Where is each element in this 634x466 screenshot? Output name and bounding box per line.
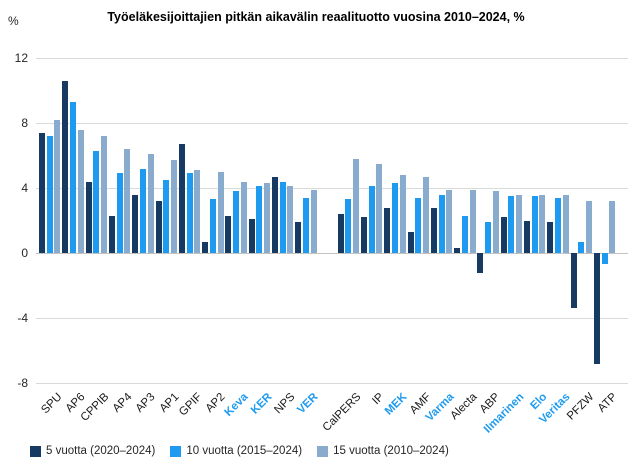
gridline (36, 317, 628, 319)
bar-ip-series2 (368, 186, 375, 253)
bar-abp-series2 (485, 222, 492, 253)
bar-pfzw-series3 (586, 201, 592, 253)
bar-ap4-series3 (124, 149, 131, 253)
chart-title: Työeläkesijoittajien pitkän aikavälin re… (107, 10, 525, 24)
bar-ap1-series2 (163, 179, 170, 253)
bar-abp-series1 (477, 253, 484, 273)
legend-label: 5 vuotta (2020–2024) (46, 445, 156, 457)
bar-ap1-series1 (155, 201, 162, 253)
bar-varma-series2 (438, 194, 445, 253)
gridline (36, 187, 628, 189)
bar-mek-series2 (391, 183, 398, 253)
legend: 5 vuotta (2020–2024) 10 vuotta (2015–2024… (30, 445, 449, 457)
gridline (36, 382, 628, 384)
bar-keva-series2 (233, 191, 240, 253)
bar-alecta-series1 (454, 248, 461, 253)
y-axis-tick-label: -8 (17, 376, 28, 390)
bar-ap6-series2 (70, 101, 76, 253)
legend-label: 15 vuotta (2010–2024) (333, 445, 449, 457)
bar-amf-series1 (407, 231, 414, 253)
bar-gpif-series2 (186, 173, 193, 253)
bar-alecta-series3 (469, 189, 476, 253)
bar-ver-series2 (303, 197, 309, 253)
bar-ker-series1 (248, 218, 255, 253)
bar-keva-series3 (240, 181, 247, 253)
bar-ap2-series2 (209, 199, 216, 253)
legend-item: 15 vuotta (2010–2024) (317, 445, 449, 457)
bar-spu-series3 (54, 119, 61, 253)
bar-atp-series2 (601, 253, 608, 265)
bar-ap6-series1 (62, 80, 69, 253)
bar-ip-series1 (360, 217, 367, 253)
bar-ker-series3 (264, 183, 271, 253)
bar-nps-series2 (279, 181, 286, 253)
bar-ap2-series1 (202, 241, 209, 253)
bar-veritas-series2 (555, 197, 561, 253)
bar-cppib-series1 (85, 181, 92, 253)
bar-abp-series3 (492, 191, 499, 253)
bar-varma-series3 (446, 189, 453, 253)
y-axis-tick-label: 12 (14, 51, 28, 65)
bar-atp-series3 (609, 201, 616, 253)
bar-spu-series1 (39, 132, 45, 253)
y-axis-tick-label: 0 (21, 246, 28, 260)
bar-varma-series1 (430, 207, 437, 253)
bar-elo-series2 (531, 196, 538, 253)
legend-label: 10 vuotta (2015–2024) (186, 445, 303, 457)
bar-ap3-series2 (139, 168, 146, 253)
bar-gpif-series1 (178, 144, 185, 253)
bar-nps-series3 (287, 186, 294, 253)
bar-keva-series1 (225, 215, 232, 253)
bar-elo-series3 (539, 194, 546, 253)
bar-veritas-series1 (547, 222, 554, 253)
bar-cppib-series2 (93, 150, 100, 253)
y-axis-tick-label: 4 (21, 181, 28, 195)
bar-ip-series3 (376, 163, 383, 253)
bar-mek-series1 (384, 207, 391, 253)
bar-pfzw-series1 (570, 253, 577, 309)
bar-mek-series3 (399, 175, 406, 253)
gridline (36, 122, 628, 124)
bar-ap6-series3 (77, 129, 84, 253)
bar-cppib-series3 (101, 136, 107, 253)
legend-swatch-icon (170, 445, 182, 457)
bar-pfzw-series2 (578, 241, 585, 253)
y-axis-tick-label: -4 (17, 311, 28, 325)
plot-area (36, 57, 628, 384)
bar-ap3-series1 (132, 194, 139, 253)
bar-ap3-series3 (147, 153, 154, 253)
bar-ilmarinen-series3 (516, 194, 523, 253)
bar-ap4-series2 (116, 173, 123, 253)
bar-ver-series1 (295, 222, 302, 253)
y-axis-tick-label: 8 (21, 116, 28, 130)
gridline (36, 57, 628, 59)
gridline (36, 252, 628, 254)
bar-ap4-series1 (108, 215, 115, 253)
bar-gpif-series3 (194, 170, 201, 253)
bar-ver-series3 (310, 189, 317, 253)
bar-atp-series1 (593, 253, 600, 364)
bar-amf-series2 (415, 197, 422, 253)
bar-calpers-series3 (353, 158, 359, 253)
bar-spu-series2 (46, 136, 53, 253)
bar-calpers-series2 (345, 199, 352, 253)
legend-item: 10 vuotta (2015–2024) (170, 445, 302, 457)
bar-ker-series2 (256, 186, 263, 253)
legend-item: 5 vuotta (2020–2024) (30, 445, 155, 457)
bar-ap1-series3 (170, 160, 177, 253)
legend-swatch-icon (30, 445, 41, 457)
legend-swatch-icon (317, 445, 329, 457)
bar-calpers-series1 (337, 214, 344, 253)
bar-ilmarinen-series1 (500, 217, 507, 253)
bar-elo-series1 (524, 220, 530, 253)
bar-alecta-series2 (461, 215, 468, 253)
bar-ilmarinen-series2 (508, 196, 515, 253)
bar-ap2-series3 (217, 171, 224, 253)
bar-amf-series3 (422, 176, 429, 253)
y-axis-unit-label: % (8, 14, 19, 28)
bar-nps-series1 (272, 176, 278, 253)
bar-veritas-series3 (562, 194, 569, 253)
